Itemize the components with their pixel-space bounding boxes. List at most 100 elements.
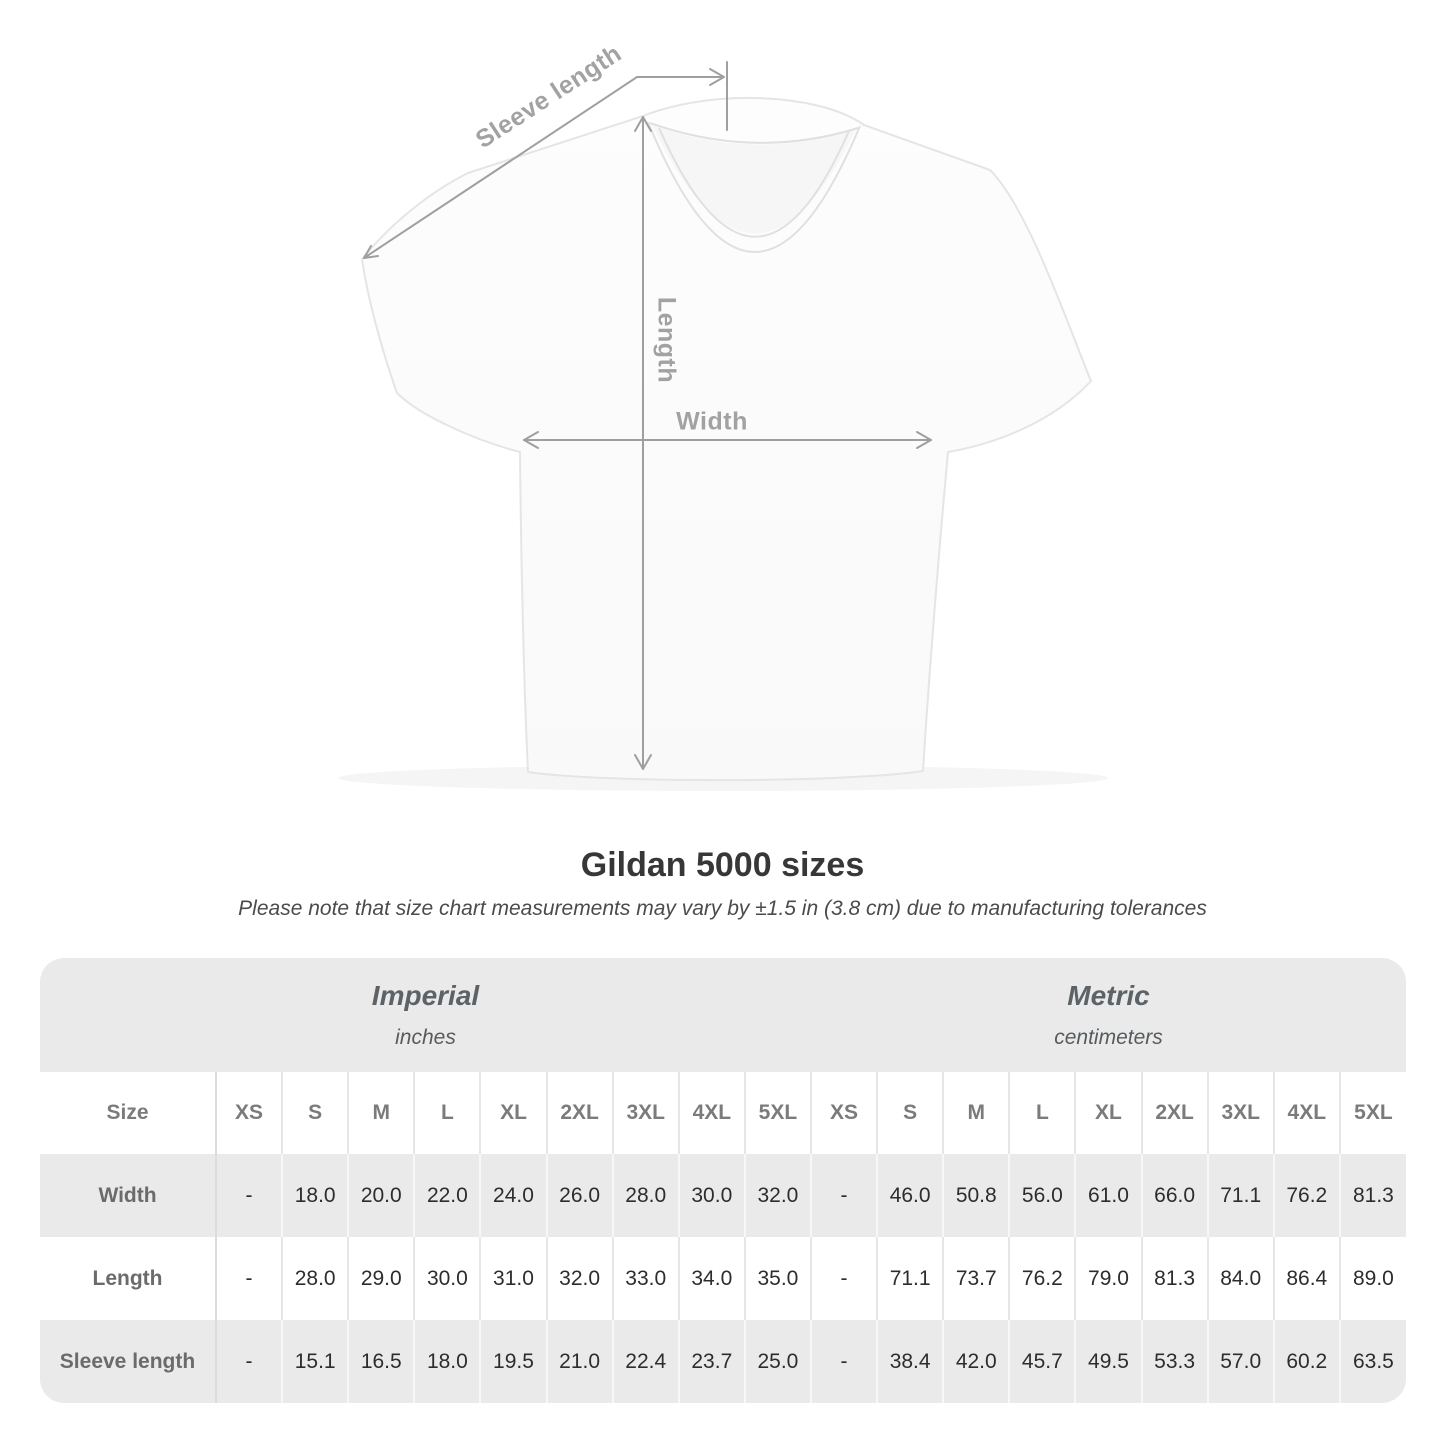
measurement-value-cell: 25.0 (743, 1320, 811, 1403)
size-column-header: XS (809, 1072, 878, 1154)
measurement-value-cell: 35.0 (743, 1237, 811, 1320)
size-header-row: Size XS S M L XL 2XL 3XL 4XL 5XL XS S M L XL 2XL 3XL 4XL… (40, 1072, 1406, 1154)
metric-unit: centimeters (1054, 1026, 1163, 1049)
measurement-value-cell: - (809, 1320, 878, 1403)
measurement-value-cell: 57.0 (1206, 1320, 1274, 1403)
measurement-value-cell: 61.0 (1074, 1154, 1142, 1237)
measurement-value-cell: 73.7 (942, 1237, 1010, 1320)
measurement-value-cell: 53.3 (1140, 1320, 1208, 1403)
measurement-value-cell: 32.0 (743, 1154, 811, 1237)
size-column-header: 4XL (677, 1072, 745, 1154)
measurement-value-cell: 46.0 (876, 1154, 944, 1237)
measurement-value-cell: 28.0 (281, 1237, 349, 1320)
measurement-value-cell: - (214, 1237, 283, 1320)
size-column-header: S (281, 1072, 349, 1154)
measurement-value-cell: 24.0 (479, 1154, 547, 1237)
measurement-value-cell: 76.2 (1272, 1154, 1340, 1237)
measurement-value-cell: 31.0 (479, 1237, 547, 1320)
measurement-value-cell: 16.5 (347, 1320, 415, 1403)
length-label: Length (652, 296, 681, 384)
size-chart-table: Imperial inches Metric centimeters Size … (40, 958, 1406, 1403)
measurement-value-cell: 89.0 (1338, 1237, 1406, 1320)
size-column-header: L (1008, 1072, 1076, 1154)
measurement-value-cell: 84.0 (1206, 1237, 1274, 1320)
measurement-value-cell: - (214, 1320, 283, 1403)
measurement-value-cell: 86.4 (1272, 1237, 1340, 1320)
measurement-value-cell: 38.4 (876, 1320, 944, 1403)
measurement-value-cell: 22.4 (611, 1320, 679, 1403)
size-column-header: 2XL (1140, 1072, 1208, 1154)
size-column-header: 3XL (1206, 1072, 1274, 1154)
measurement-value-cell: 49.5 (1074, 1320, 1142, 1403)
width-arrowhead-left-icon (523, 431, 539, 449)
tshirt-figure (338, 61, 1108, 791)
measurement-value-cell: 23.7 (677, 1320, 745, 1403)
measurement-value-cell: 29.0 (347, 1237, 415, 1320)
width-arrowhead-right-icon (916, 431, 932, 449)
measurement-value-cell: 33.0 (611, 1237, 679, 1320)
measurement-value-cell: 45.7 (1008, 1320, 1076, 1403)
tshirt-measurement-diagram: Sleeve length Length Width (338, 39, 1108, 791)
sleeve-arrowhead-right-icon (709, 68, 725, 86)
measurement-value-cell: 79.0 (1074, 1237, 1142, 1320)
measurement-value-cell: 71.1 (1206, 1154, 1274, 1237)
measurement-row: Length -28.0 29.0 30.0 31.0 32.0 33.0 34.0 35.0-… (40, 1237, 1406, 1320)
metric-title: Metric (1067, 980, 1150, 1011)
measurement-row: Sleeve length -15.1 16.5 18.0 19.5 21.0 22.4 23… (40, 1320, 1406, 1403)
unit-group-row: Imperial inches Metric centimeters (40, 958, 1406, 1072)
measurement-value-cell: 71.1 (876, 1237, 944, 1320)
size-column-header: 4XL (1272, 1072, 1340, 1154)
tolerance-note: Please note that size chart measurements… (238, 897, 1207, 920)
sleeve-length-arrow (363, 76, 723, 259)
measurement-value-cell: 21.0 (545, 1320, 613, 1403)
measurement-row-label: Sleeve length (59, 1349, 196, 1373)
size-column-header: S (876, 1072, 944, 1154)
measurement-value-cell: 18.0 (281, 1154, 349, 1237)
measurement-value-cell: 22.0 (413, 1154, 481, 1237)
measurement-value-cell: 66.0 (1140, 1154, 1208, 1237)
measurement-value-cell: 32.0 (545, 1237, 613, 1320)
measurement-row-label: Length (92, 1266, 163, 1290)
measurement-value-cell: 15.1 (281, 1320, 349, 1403)
measurement-value-cell: 28.0 (611, 1154, 679, 1237)
collar-seams (647, 121, 861, 253)
size-column-header: M (347, 1072, 415, 1154)
length-arrowhead-up-icon (634, 116, 652, 132)
metric-header: Metric centimeters (810, 958, 1406, 1072)
size-header-label: Size (106, 1101, 149, 1124)
measurement-value-cell: 34.0 (677, 1237, 745, 1320)
measurement-value-cell: 60.2 (1272, 1320, 1340, 1403)
length-arrowhead-down-icon (634, 754, 652, 770)
measurement-value-cell: 81.3 (1338, 1154, 1406, 1237)
measurement-value-cell: 20.0 (347, 1154, 415, 1237)
size-column-header: L (413, 1072, 481, 1154)
size-column-header: XS (214, 1072, 283, 1154)
measurement-value-cell: 63.5 (1338, 1320, 1406, 1403)
measurement-row-label: Width (98, 1183, 157, 1207)
page-title: Gildan 5000 sizes (580, 846, 865, 884)
measurement-value-cell: 50.8 (942, 1154, 1010, 1237)
imperial-title: Imperial (371, 980, 480, 1011)
measurement-value-cell: 30.0 (677, 1154, 745, 1237)
measurement-row: Width -18.0 20.0 22.0 24.0 26.0 28.0 30.0 32.0-4… (40, 1154, 1406, 1237)
size-column-header: 5XL (1338, 1072, 1406, 1154)
size-column-header: 5XL (743, 1072, 811, 1154)
measurement-value-cell: 56.0 (1008, 1154, 1076, 1237)
imperial-header: Imperial inches (40, 958, 811, 1072)
size-column-header: XL (1074, 1072, 1142, 1154)
measurement-value-cell: - (809, 1237, 878, 1320)
sleeve-arrowhead-sw-icon (363, 245, 379, 259)
size-column-header: M (942, 1072, 1010, 1154)
measurement-value-cell: 42.0 (942, 1320, 1010, 1403)
measurement-value-cell: - (809, 1154, 878, 1237)
measurement-value-cell: - (214, 1154, 283, 1237)
size-table: Imperial inches Metric centimeters Size … (40, 958, 1406, 1403)
width-label: Width (676, 407, 748, 436)
imperial-unit: inches (395, 1026, 456, 1049)
measurement-value-cell: 30.0 (413, 1237, 481, 1320)
size-column-header: 2XL (545, 1072, 613, 1154)
measurement-value-cell: 18.0 (413, 1320, 481, 1403)
measurement-value-cell: 81.3 (1140, 1237, 1208, 1320)
size-column-header: XL (479, 1072, 547, 1154)
measurement-value-cell: 26.0 (545, 1154, 613, 1237)
